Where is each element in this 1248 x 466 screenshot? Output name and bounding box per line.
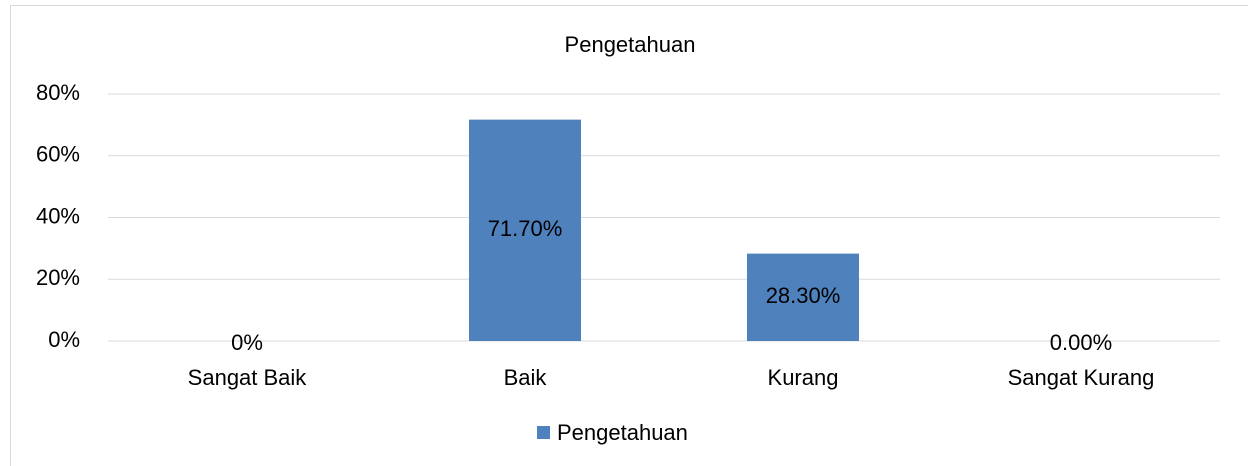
legend-swatch [537, 426, 550, 439]
bar [747, 253, 859, 341]
x-tick-label: Sangat Baik [188, 365, 308, 390]
data-label: 0% [231, 330, 263, 355]
data-label: 28.30% [766, 283, 841, 308]
data-label: 0.00% [1050, 330, 1112, 355]
data-label: 71.70% [488, 216, 563, 241]
y-tick-label: 40% [36, 203, 80, 228]
chart-frame [10, 5, 1248, 466]
y-tick-label: 20% [36, 265, 80, 290]
y-tick-label: 60% [36, 142, 80, 167]
y-tick-label: 80% [36, 80, 80, 105]
bar [469, 119, 581, 341]
x-tick-label: Kurang [768, 365, 839, 390]
x-tick-label: Baik [504, 365, 548, 390]
y-tick-label: 0% [48, 327, 80, 352]
legend-label: Pengetahuan [557, 420, 688, 445]
x-tick-label: Sangat Kurang [1008, 365, 1155, 390]
chart-title: Pengetahuan [565, 32, 696, 57]
